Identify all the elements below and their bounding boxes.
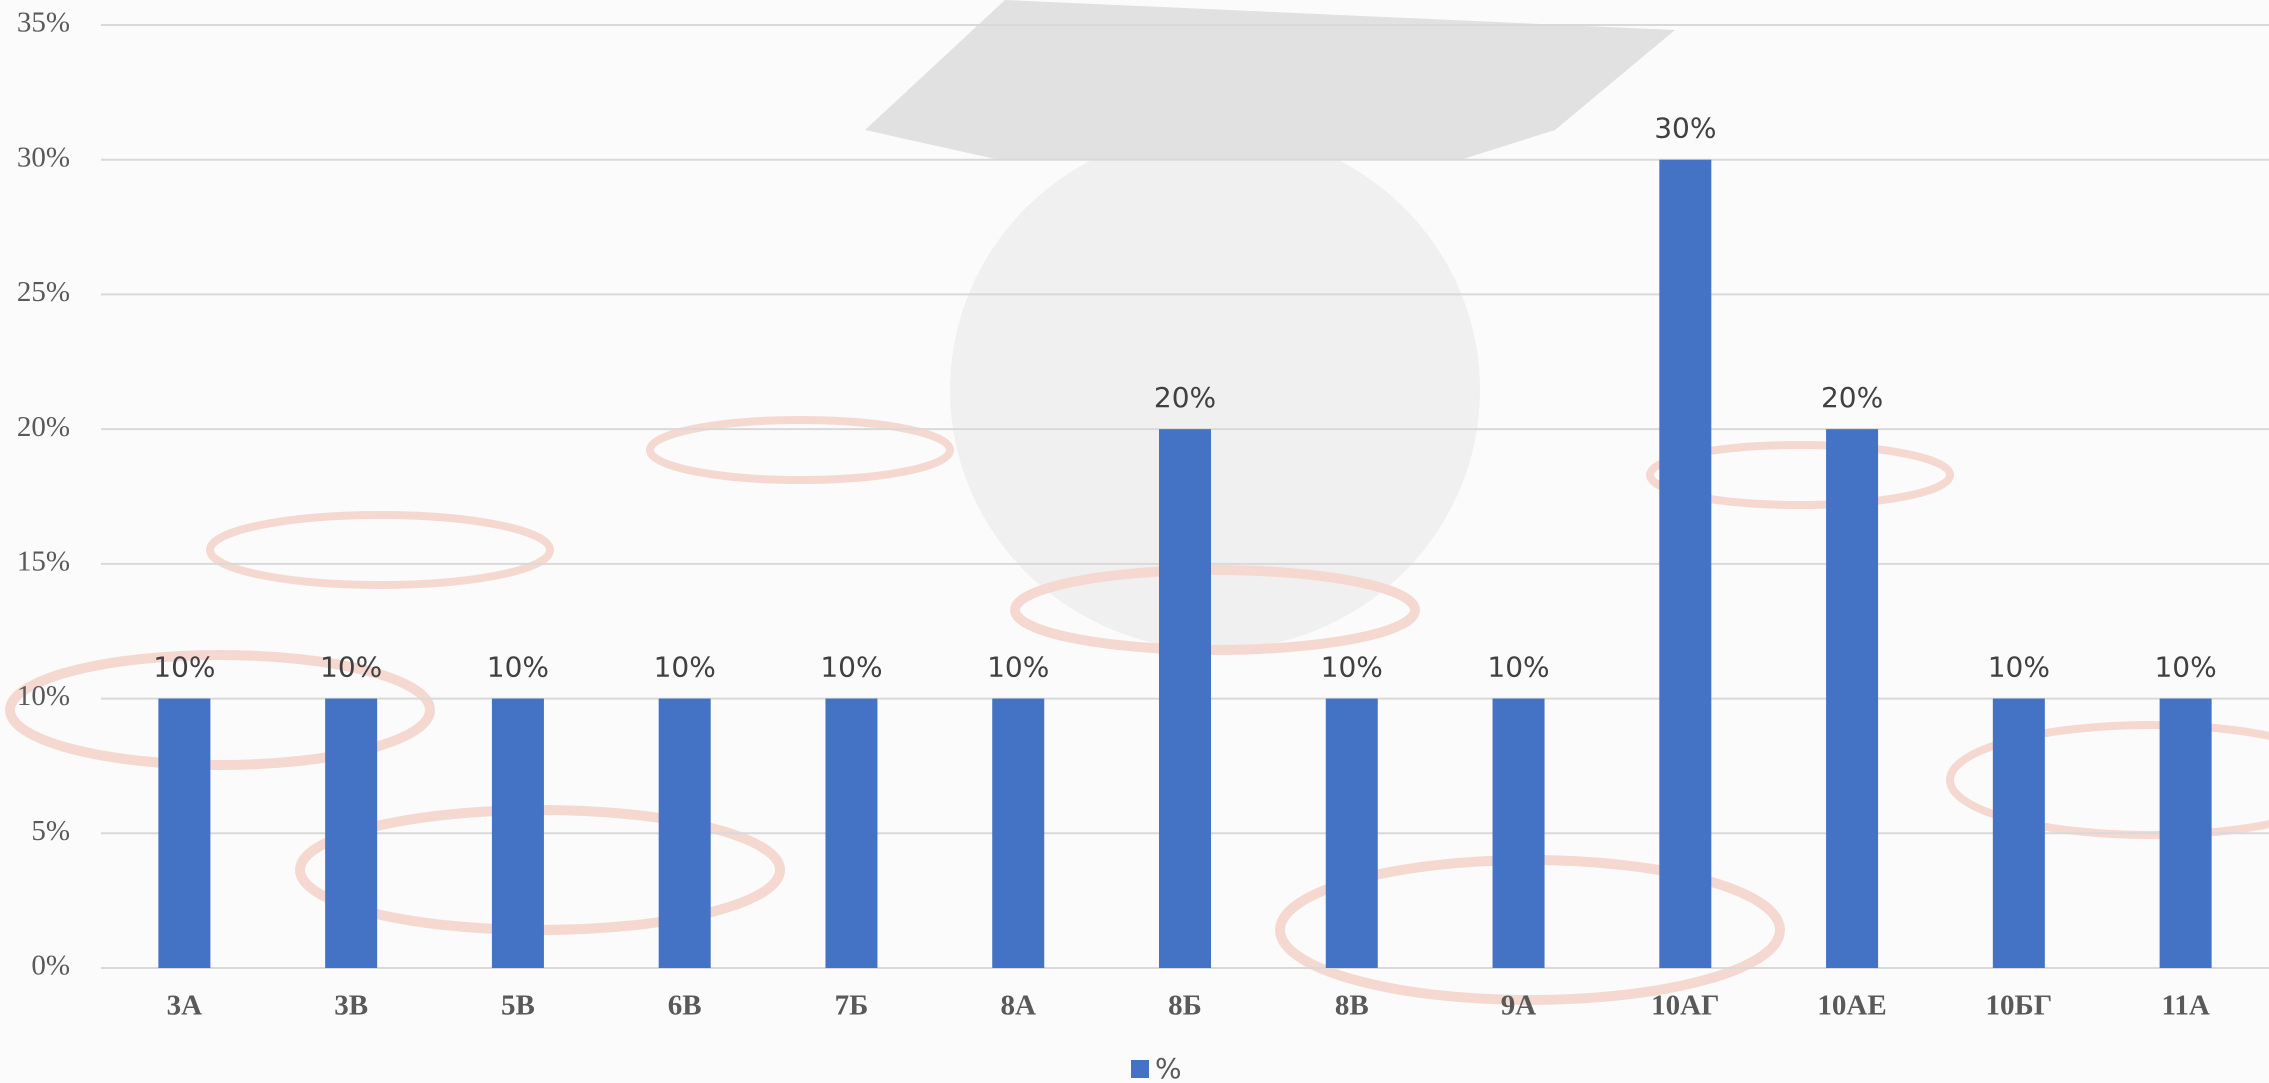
bar: [658, 698, 711, 968]
y-tick-label: 10%: [17, 680, 70, 712]
data-label: 10%: [153, 651, 215, 684]
bar: [158, 698, 211, 968]
data-label: 10%: [1487, 651, 1549, 684]
y-tick-label: 30%: [17, 141, 70, 173]
x-tick-label: 10БГ: [1986, 990, 2053, 1022]
y-tick-label: 15%: [17, 546, 70, 578]
bar: [1826, 429, 1879, 969]
x-tick-label: 8Б: [1168, 990, 1202, 1022]
x-tick-label: 11А: [2161, 990, 2209, 1022]
data-label: 20%: [1154, 381, 1216, 414]
background-art: [5, 0, 2269, 1005]
legend-label: %: [1155, 1052, 1182, 1083]
x-tick-label: 8А: [1001, 990, 1037, 1022]
x-tick-label: 10АЕ: [1817, 990, 1886, 1022]
data-label: 10%: [487, 651, 549, 684]
x-tick-label: 3А: [167, 990, 203, 1022]
x-tick-label: 6В: [668, 990, 702, 1022]
x-tick-label: 9А: [1501, 990, 1537, 1022]
x-tick-label: 3В: [334, 990, 368, 1022]
bar: [1325, 698, 1378, 968]
y-tick-label: 0%: [31, 950, 70, 982]
data-label: 10%: [2154, 651, 2216, 684]
data-label: 20%: [1821, 381, 1883, 414]
bar: [1992, 698, 2045, 968]
data-label: 10%: [1988, 651, 2050, 684]
data-label: 10%: [1321, 651, 1383, 684]
x-tick-label: 10АГ: [1651, 990, 1719, 1022]
bar: [1492, 698, 1545, 968]
data-label: 10%: [654, 651, 716, 684]
bar: [491, 698, 544, 968]
data-label: 10%: [820, 651, 882, 684]
data-label: 30%: [1654, 112, 1716, 145]
bar: [992, 698, 1045, 968]
x-tick-label: 5В: [501, 990, 535, 1022]
data-label: 10%: [320, 651, 382, 684]
bar: [1659, 159, 1712, 968]
bar: [1159, 429, 1211, 969]
data-label: 10%: [987, 651, 1049, 684]
x-tick-label: 8В: [1335, 990, 1369, 1022]
y-tick-label: 5%: [31, 815, 70, 847]
y-tick-label: 20%: [17, 411, 70, 443]
bar: [325, 698, 378, 968]
bar: [825, 698, 878, 968]
legend-swatch: [1131, 1060, 1149, 1078]
y-tick-label: 35%: [17, 7, 70, 39]
y-tick-label: 25%: [17, 276, 70, 308]
bar: [2159, 698, 2212, 968]
x-tick-label: 7Б: [835, 990, 869, 1022]
